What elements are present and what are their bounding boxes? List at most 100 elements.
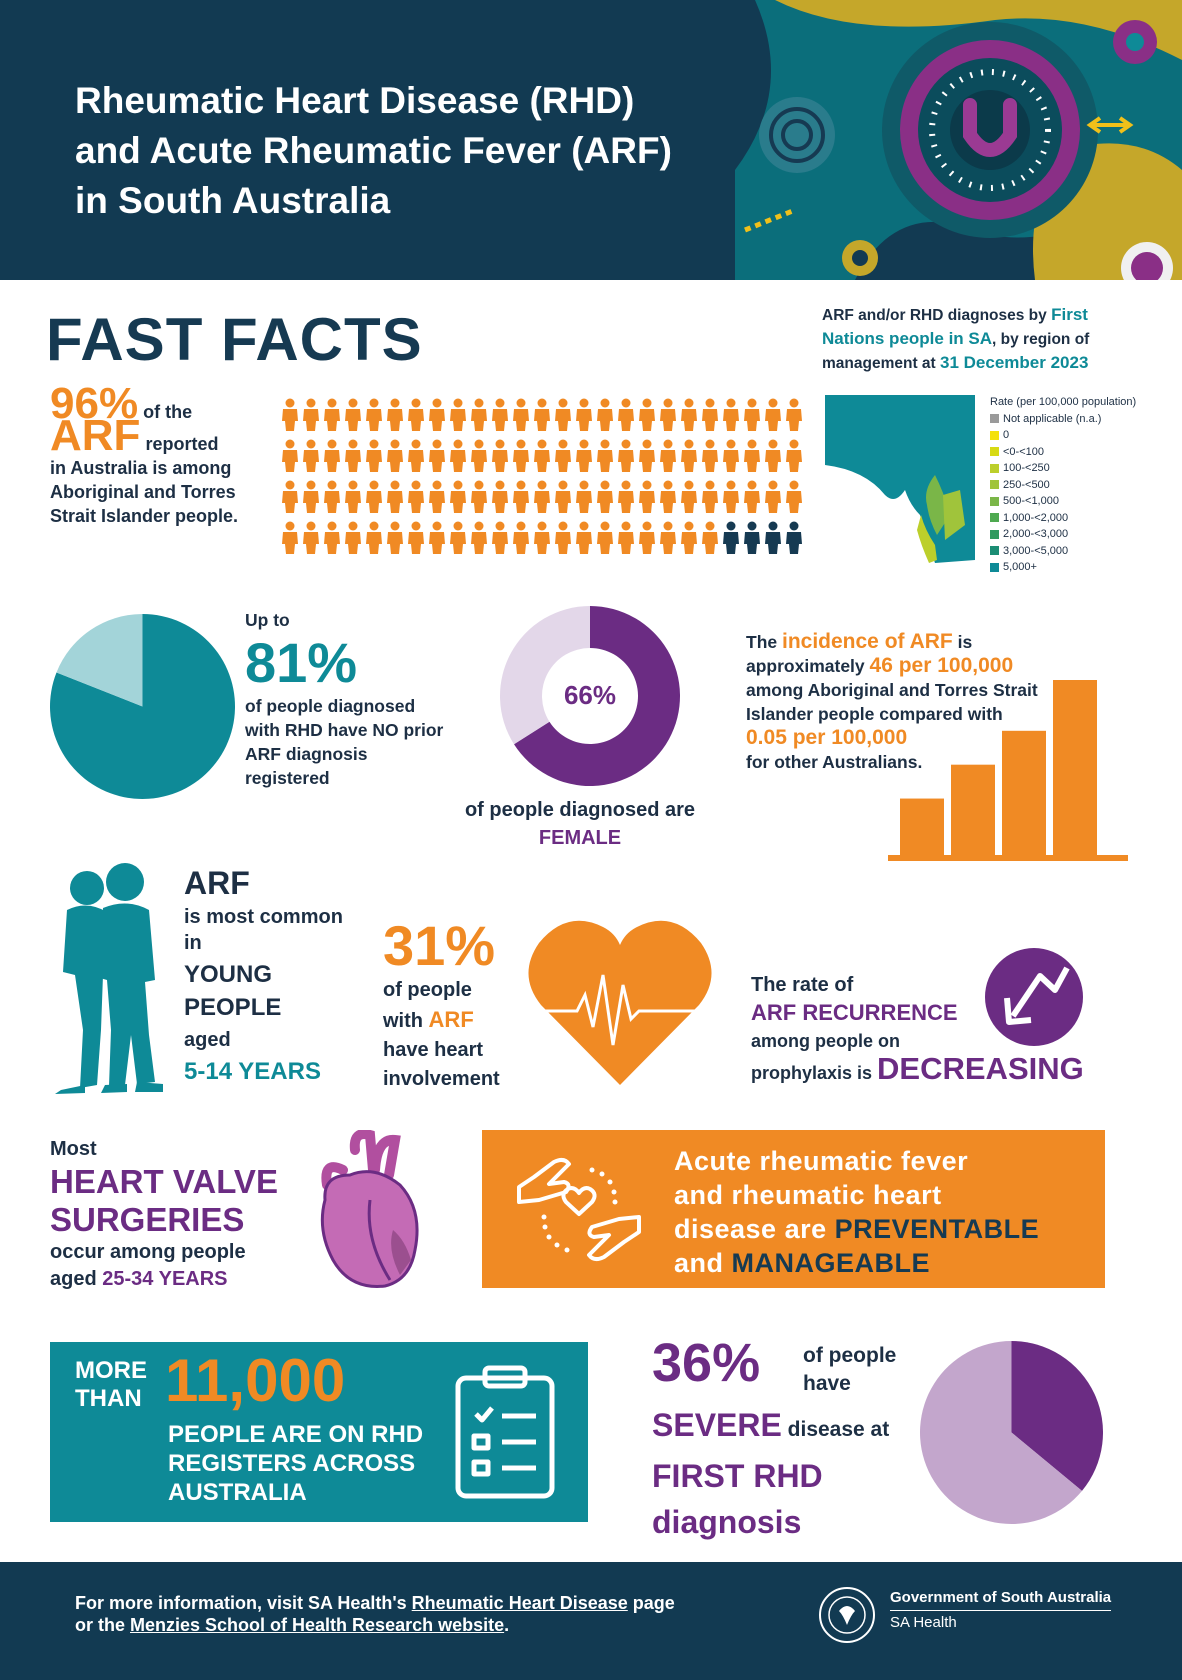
legend-label: 100-<250 (1003, 462, 1050, 474)
fact-36-text: SEVERE disease at FIRST RHD diagnosis (652, 1402, 932, 1545)
incidence-highlight: incidence of ARF (781, 630, 953, 653)
gov-text: Government of South Australia SA Health (890, 1586, 1130, 1635)
legend-label: 5,000+ (1003, 561, 1037, 573)
person-icon (345, 480, 361, 513)
footer-line1-pre: For more information, visit SA Health's (75, 1593, 412, 1613)
approx: approximately (746, 656, 870, 676)
prevent-line1: Acute rheumatic fever (674, 1146, 969, 1176)
person-icon (618, 480, 634, 513)
pct-66: 66% (563, 680, 617, 710)
people-pictogram (282, 398, 802, 554)
legend-item: 100-<250 (990, 460, 1170, 477)
legend-label: 500-<1,000 (1003, 495, 1059, 507)
more-than-label: MORE THAN (75, 1357, 147, 1412)
gov-name: Government of South Australia (890, 1586, 1112, 1611)
reported: reported (145, 434, 219, 454)
young-people-text: ARF is most common in YOUNG PEOPLE aged … (184, 867, 344, 1089)
map-caption-highlight: First Nations people in SA (822, 305, 1088, 348)
legend-item: Not applicable (n.a.) (990, 411, 1170, 428)
recurrence-text: The rate of ARF RECURRENCE among people … (751, 972, 1121, 1087)
legend-item: 2,000-<3,000 (990, 526, 1170, 543)
heart-valve-text: Most HEART VALVE SURGERIES occur among p… (50, 1136, 330, 1293)
person-icon (282, 521, 298, 554)
person-icon (534, 439, 550, 472)
of-people: of people (383, 979, 472, 1001)
person-icon (513, 521, 529, 554)
legend-label: 3,000-<5,000 (1003, 544, 1069, 557)
pct-31: 31% (383, 914, 496, 977)
incidence-text: The incidence of ARF is approximately 46… (746, 630, 1076, 774)
person-icon (639, 480, 655, 513)
person-icon (702, 439, 718, 472)
person-icon (450, 398, 466, 431)
bar (951, 764, 995, 855)
bar (900, 798, 944, 855)
person-icon (303, 398, 319, 431)
person-icon (639, 439, 655, 472)
person-icon (408, 439, 424, 472)
legend-swatch (990, 529, 999, 539)
incidence-bar-chart (888, 680, 1128, 861)
most: Most (50, 1138, 97, 1160)
fact-96-rest: in Australia is among Aboriginal and Tor… (50, 458, 239, 526)
person-icon (387, 439, 403, 472)
with: with (383, 1010, 429, 1032)
aboriginal-art-pattern (735, 0, 1182, 280)
person-icon (681, 521, 697, 554)
fact-81-text: Up to 81% of people diagnosed with RHD h… (245, 608, 445, 790)
preventable-label: PREVENTABLE (834, 1214, 1040, 1244)
fact-66-pre: of people diagnosed are (464, 799, 696, 821)
person-icon (723, 521, 739, 554)
legend-swatch (990, 480, 999, 490)
person-icon (597, 521, 613, 554)
pie-slice (56, 614, 143, 707)
person-icon (765, 398, 781, 431)
person-icon (366, 398, 382, 431)
registers-panel: MORE THAN 11,000 PEOPLE ARE ON RHD REGIS… (50, 1342, 588, 1522)
is: is (952, 632, 973, 652)
legend-label: 250-<500 (1003, 478, 1050, 491)
legend-title: Rate (per 100,000 population) (990, 396, 1137, 408)
fact-31-text: 31% of people with ARF have heart involv… (383, 916, 543, 1094)
person-icon (723, 398, 739, 431)
person-icon (702, 398, 718, 431)
arf-label: ARF (428, 1007, 474, 1032)
rhd-page-link[interactable]: Rheumatic Heart Disease (411, 1593, 628, 1613)
legend-swatch (990, 513, 999, 523)
among: among Aboriginal and Torres Strait Islan… (746, 680, 1038, 724)
legend-swatch (990, 447, 999, 457)
person-icon (366, 521, 382, 554)
person-icon (345, 439, 361, 472)
arf-label: ARF (50, 411, 141, 460)
anatomical-heart-icon (320, 1130, 419, 1288)
legend-item: 250-<500 (990, 477, 1170, 494)
person-icon (303, 480, 319, 513)
person-icon (744, 439, 760, 472)
among-people: among people on (751, 1031, 901, 1051)
person-icon (471, 398, 487, 431)
person-icon (513, 439, 529, 472)
person-icon (408, 398, 424, 431)
prevent-line2: and rheumatic heart (674, 1180, 942, 1210)
bar (1002, 730, 1046, 855)
legend-label: <0-<100 (1003, 445, 1044, 458)
pie-slice (50, 614, 235, 799)
person-icon (513, 480, 529, 513)
person-icon (282, 398, 298, 431)
person-icon (513, 398, 529, 431)
trend-down-icon (985, 948, 1083, 1046)
rate-46: 46 per 100,000 (869, 654, 1014, 677)
person-icon (366, 439, 382, 472)
person-icon (387, 521, 403, 554)
person-icon (618, 398, 634, 431)
legend-item: 1,000-<2,000 (990, 510, 1170, 527)
up-to: Up to (245, 610, 290, 630)
person-icon (345, 521, 361, 554)
legend-swatch (990, 562, 999, 572)
page-title: Rheumatic Heart Disease (RHD) and Acute … (75, 76, 755, 226)
person-icon (702, 480, 718, 513)
menzies-link[interactable]: Menzies School of Health Research websit… (130, 1615, 505, 1635)
aged: aged (50, 1268, 103, 1290)
aged: aged (184, 1029, 231, 1051)
female-label: FEMALE (538, 827, 622, 849)
